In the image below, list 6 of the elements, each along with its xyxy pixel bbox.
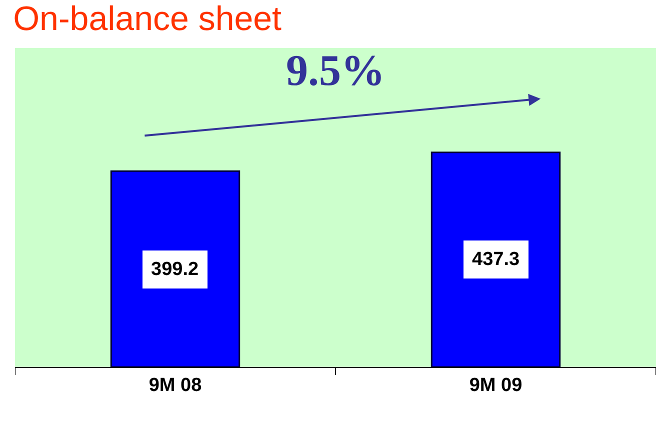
x-tick-label: 9M 09 [469, 374, 522, 396]
data-label: 437.3 [472, 249, 520, 270]
chart-title: On-balance sheet [13, 0, 282, 38]
annotation: 9.5% [286, 46, 385, 95]
x-tick-label: 9M 08 [148, 374, 202, 396]
data-label: 399.2 [151, 259, 199, 280]
